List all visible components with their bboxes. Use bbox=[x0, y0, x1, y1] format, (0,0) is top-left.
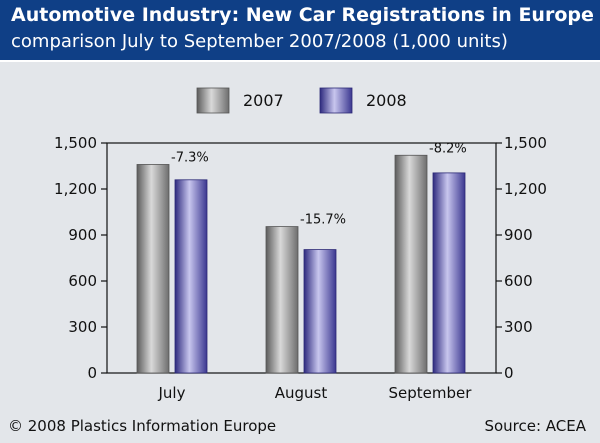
bar-2007-september bbox=[394, 154, 428, 374]
y-tick-label-right: 300 bbox=[504, 318, 533, 336]
change-annotation-september: -8.2% bbox=[429, 141, 467, 156]
x-tick-label-august: August bbox=[275, 384, 328, 402]
y-tick-label-right: 1,200 bbox=[504, 180, 547, 198]
y-tick-label-left: 300 bbox=[68, 318, 97, 336]
chart-title: Automotive Industry: New Car Registratio… bbox=[11, 4, 594, 26]
bar-2008-july bbox=[174, 179, 208, 374]
legend-swatch-2008 bbox=[319, 87, 353, 114]
x-tick-label-september: September bbox=[389, 384, 473, 402]
source-note: Source: ACEA bbox=[484, 417, 586, 435]
legend-label-2008: 2008 bbox=[366, 91, 407, 110]
y-tick-label-left: 600 bbox=[68, 272, 97, 290]
change-annotation-july: -7.3% bbox=[171, 150, 209, 165]
change-annotation-august: -15.7% bbox=[300, 213, 346, 228]
y-tick-label-left: 0 bbox=[87, 364, 97, 382]
plot-frame bbox=[106, 142, 497, 374]
bar-chart: 2007 2008 0 0 300 300 600 600 900 900 1,200 1,200 1… bbox=[54, 87, 547, 402]
y-tick-label-right: 0 bbox=[504, 364, 514, 382]
x-tick-label-july: July bbox=[158, 384, 186, 402]
bar-2008-august bbox=[303, 249, 337, 374]
y-tick-label-left: 1,500 bbox=[54, 134, 97, 152]
legend-label-2007: 2007 bbox=[243, 91, 284, 110]
y-tick-label-right: 900 bbox=[504, 226, 533, 244]
bar-2007-july bbox=[136, 164, 170, 374]
chart-header: Automotive Industry: New Car Registratio… bbox=[0, 0, 600, 62]
copyright-note: © 2008 Plastics Information Europe bbox=[8, 417, 277, 435]
y-tick-label-left: 1,200 bbox=[54, 180, 97, 198]
y-tick-label-left: 900 bbox=[68, 226, 97, 244]
bar-2007-august bbox=[265, 226, 299, 374]
bar-2008-september bbox=[432, 172, 466, 374]
y-tick-label-right: 600 bbox=[504, 272, 533, 290]
legend-swatch-2007 bbox=[196, 87, 230, 114]
chart-subtitle: comparison July to September 2007/2008 (… bbox=[11, 31, 508, 52]
y-tick-label-right: 1,500 bbox=[504, 134, 547, 152]
